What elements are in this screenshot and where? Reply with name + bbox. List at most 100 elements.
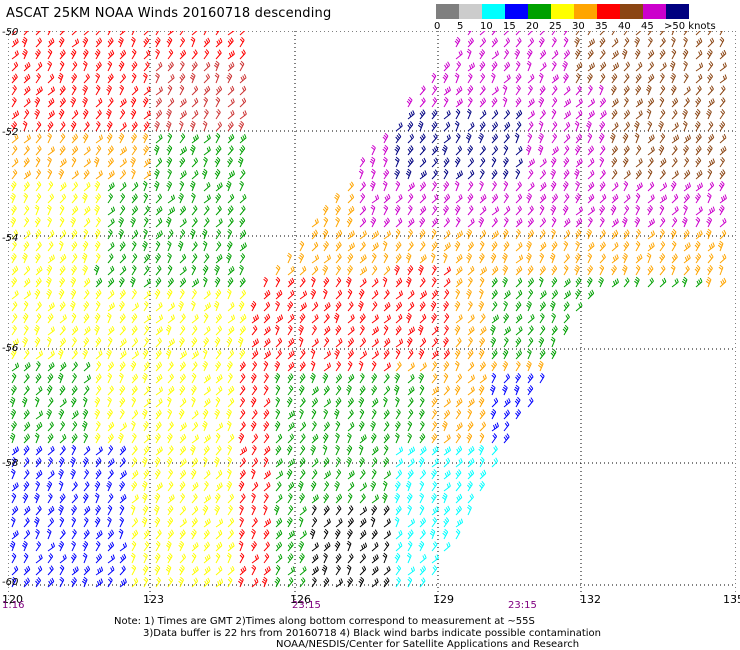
wind-barb [275, 349, 282, 360]
wind-barb [34, 336, 41, 348]
wind-barb [215, 482, 223, 492]
wind-barb [215, 132, 221, 144]
wind-barb [610, 204, 617, 216]
wind-barb [106, 84, 112, 96]
wind-barb [683, 134, 691, 144]
wind-barb [191, 517, 198, 528]
wind-barb [635, 85, 642, 96]
wind-barb [46, 528, 52, 540]
wind-barb [179, 493, 186, 504]
wind-barb [383, 444, 389, 456]
wind-barb [491, 145, 499, 156]
wind-barb [71, 481, 78, 492]
wind-barb [418, 264, 424, 276]
wind-barb [335, 505, 342, 516]
wind-barb [335, 397, 342, 408]
wind-barb [382, 276, 388, 288]
wind-barb [526, 48, 533, 60]
wind-barb [491, 86, 499, 96]
wind-barb [203, 398, 211, 408]
wind-barb [214, 156, 221, 168]
wind-barb [119, 49, 127, 60]
wind-barb [683, 254, 691, 264]
wind-barb [35, 86, 43, 96]
wind-barb [635, 204, 641, 216]
wind-barb [47, 86, 55, 96]
wind-barb [707, 85, 714, 96]
wind-barb [70, 276, 77, 288]
wind-barb [107, 565, 115, 576]
wind-barb [513, 384, 520, 396]
wind-barb [491, 109, 499, 120]
wind-barb [263, 360, 269, 372]
wind-barb [191, 481, 199, 492]
wind-barb [179, 84, 185, 96]
wind-barb [107, 60, 113, 72]
wind-barb [155, 482, 163, 492]
wind-barb [35, 301, 42, 312]
wind-barb [405, 168, 412, 180]
wind-barb [35, 121, 42, 132]
wind-barb [59, 158, 67, 168]
wind-barb [34, 396, 40, 408]
wind-barb [454, 360, 460, 372]
wind-barb [179, 37, 186, 48]
wind-barb [491, 61, 498, 72]
wind-barb [227, 576, 233, 588]
wind-barb [310, 480, 317, 492]
wind-barb [58, 540, 65, 552]
wind-barb [551, 325, 558, 336]
wind-barb [287, 481, 295, 492]
wind-barb [587, 62, 595, 72]
wind-barb [143, 469, 150, 480]
wind-barb [395, 228, 401, 240]
wind-barb [647, 49, 655, 60]
wind-barb [203, 445, 210, 456]
wind-barb [95, 553, 103, 564]
wind-barb [263, 470, 271, 480]
wind-barb [621, 264, 628, 276]
wind-barb [621, 216, 628, 228]
wind-barb [131, 564, 137, 576]
wind-barb [155, 277, 162, 288]
wind-barb [47, 37, 55, 48]
wind-barb [539, 204, 545, 216]
wind-barb [215, 96, 221, 108]
wind-barb [587, 132, 593, 144]
wind-barb [130, 360, 137, 372]
wind-barb [203, 49, 210, 60]
wind-barb [647, 134, 655, 144]
wind-barb [263, 421, 270, 432]
wind-barb [419, 145, 426, 156]
wind-barb [179, 180, 185, 192]
wind-barb [227, 529, 234, 540]
wind-barb [359, 230, 367, 240]
wind-barb [59, 97, 66, 108]
wind-barb [251, 481, 259, 492]
wind-barb [59, 31, 65, 36]
wind-barb [503, 121, 511, 132]
wind-barb [431, 228, 437, 240]
wind-barb [563, 98, 572, 108]
wind-barb [323, 240, 329, 252]
wind-barb [407, 349, 414, 360]
wind-barb [623, 61, 631, 72]
wind-barb [719, 74, 727, 84]
wind-barb [563, 86, 571, 96]
wind-barb [611, 31, 615, 36]
wind-barb [167, 229, 174, 240]
wind-barb [119, 122, 127, 132]
wind-barb [107, 182, 115, 192]
wind-barb [35, 265, 43, 276]
wind-barb [23, 241, 30, 252]
wind-barb [707, 73, 714, 84]
wind-barb [395, 576, 401, 588]
wind-barb [635, 73, 642, 84]
wind-barb [47, 470, 55, 480]
wind-barb [407, 193, 414, 204]
wind-barb [681, 276, 688, 288]
wind-barb [502, 84, 508, 96]
wind-barb [131, 288, 137, 300]
wind-barb [671, 48, 677, 60]
wind-barb [215, 49, 222, 60]
